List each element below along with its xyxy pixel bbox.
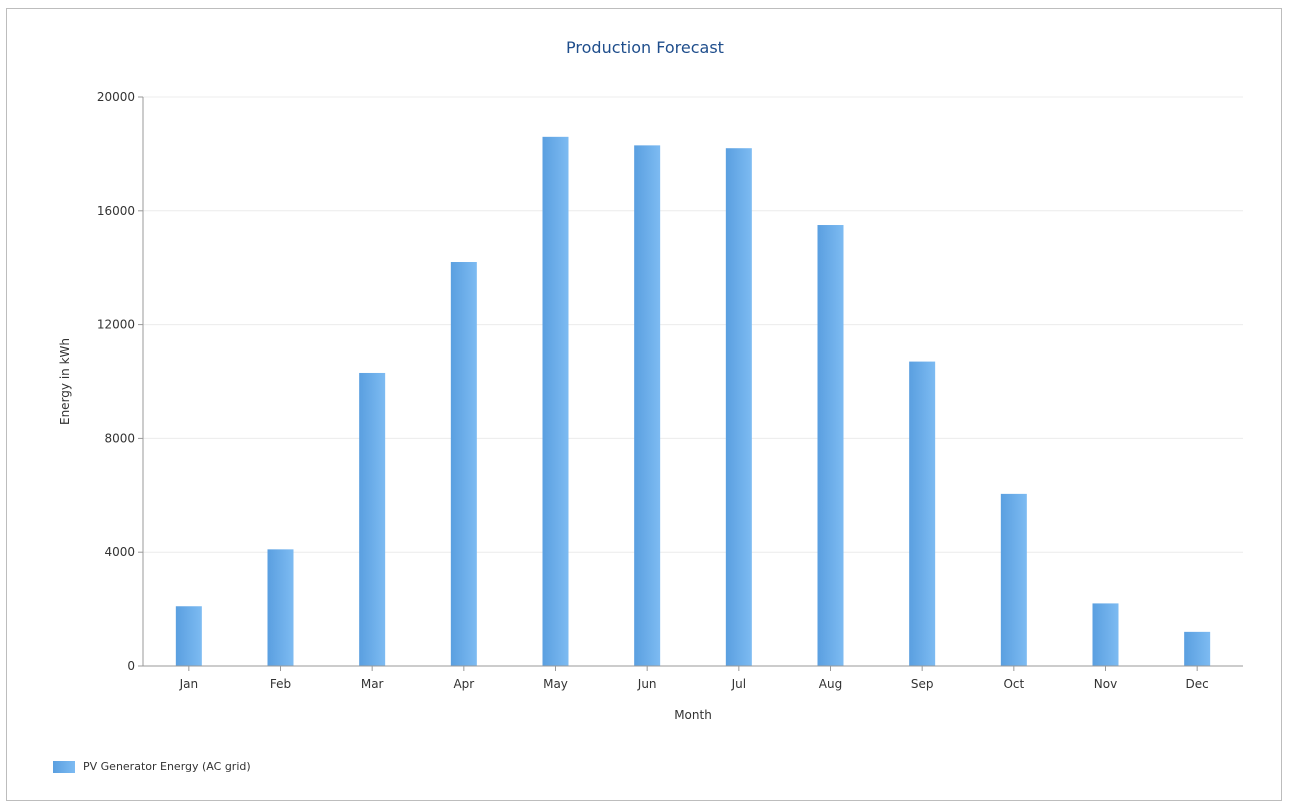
x-tick-label: Jun: [637, 677, 657, 691]
chart-title: Production Forecast: [566, 38, 724, 57]
x-tick-label: Jan: [179, 677, 199, 691]
y-axis-title: Energy in kWh: [58, 338, 72, 425]
x-axis-title: Month: [674, 708, 712, 722]
y-tick-label: 16000: [97, 204, 135, 218]
x-tick-label: Mar: [361, 677, 384, 691]
x-tick-label: Jul: [731, 677, 746, 691]
bar-jan: [175, 606, 202, 666]
x-tick-label: Dec: [1186, 677, 1209, 691]
x-tick-label: Sep: [911, 677, 934, 691]
bar-may: [542, 136, 569, 666]
legend-label: PV Generator Energy (AC grid): [83, 760, 251, 773]
bar-mar: [359, 372, 386, 666]
y-tick-label: 12000: [97, 318, 135, 332]
legend: PV Generator Energy (AC grid): [53, 760, 251, 773]
bar-jun: [634, 145, 661, 667]
bar-nov: [1092, 603, 1119, 666]
bar-sep: [909, 361, 936, 666]
bar-oct: [1000, 493, 1027, 666]
bars: [175, 136, 1211, 667]
bar-aug: [817, 225, 844, 666]
y-tick-label: 0: [127, 659, 135, 673]
bar-dec: [1184, 631, 1211, 666]
x-tick-label: Apr: [453, 677, 474, 691]
x-tick-label: Feb: [270, 677, 291, 691]
y-tick-label: 4000: [104, 545, 135, 559]
tick-labels: 0 4000 8000 12000 16000 20000 Jan Feb Mar Apr May J…: [97, 90, 1209, 691]
bar-apr: [450, 262, 477, 666]
y-tick-label: 8000: [104, 431, 135, 445]
x-tick-label: Nov: [1094, 677, 1117, 691]
y-tick-label: 20000: [97, 90, 135, 104]
axes: [138, 96, 1243, 671]
legend-swatch: [53, 760, 75, 773]
x-tick-label: May: [543, 677, 568, 691]
x-tick-label: Oct: [1003, 677, 1024, 691]
x-tick-label: Aug: [819, 677, 842, 691]
bar-feb: [267, 549, 294, 666]
bar-jul: [725, 148, 752, 666]
grid-lines: [143, 96, 1243, 553]
